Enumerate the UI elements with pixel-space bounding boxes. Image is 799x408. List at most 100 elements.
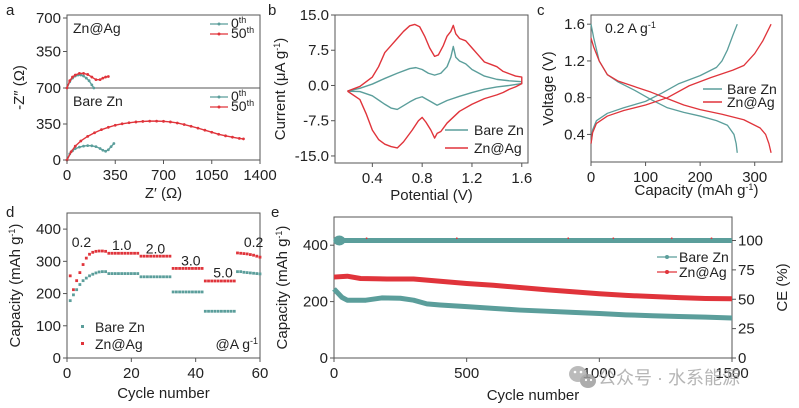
panel-d-rate: 0 100 200 300 400 0 20 40 60 0.2 1.0 2.0 3.0 5.0 0.2 Ba…: [7, 212, 268, 402]
data-point-bare-zn: [226, 309, 230, 313]
data-point-bare-zn: [165, 275, 169, 279]
data-point-bare-zn: [94, 271, 98, 275]
data-point-zn-ag: [158, 254, 162, 258]
data-point-bare-zn: [88, 274, 91, 278]
data-point-zn-ag: [120, 251, 124, 255]
plot-frame-b: [334, 14, 529, 164]
data-point-bare-zn: [104, 270, 107, 274]
x-tick-label: 200: [688, 169, 713, 186]
y-tick-label: 0: [53, 152, 61, 169]
cv-curve-Bare Zn: [347, 45, 523, 111]
x-tick-label: 0: [63, 167, 71, 184]
data-point-bare-zn: [207, 309, 210, 313]
data-point-bare-zn: [197, 290, 201, 294]
data-point-bare-zn: [149, 275, 153, 279]
y-right-tick-label: 100: [738, 233, 763, 250]
data-point-bare-zn: [236, 270, 239, 274]
data-point-zn-ag: [139, 254, 143, 258]
current-density-annotation: 0.2 A g-1: [605, 20, 656, 36]
series-line-50th: [66, 120, 244, 161]
data-point-zn-ag: [142, 254, 146, 258]
data-point: [203, 128, 207, 132]
data-point: [104, 75, 107, 79]
data-point-bare-zn: [129, 272, 133, 275]
data-point-zn-ag: [203, 279, 207, 283]
data-point-bare-zn: [133, 272, 136, 275]
ce-point-zn-ag: [710, 237, 713, 239]
data-point: [82, 144, 85, 148]
data-point-zn-ag: [210, 279, 214, 283]
data-point-zn-ag: [88, 252, 91, 256]
data-point: [134, 120, 138, 124]
data-point: [109, 145, 113, 149]
data-point: [148, 119, 152, 123]
data-point: [78, 72, 81, 75]
data-point: [98, 78, 102, 82]
x-axis-label: Capacity (mAh g-1): [635, 182, 759, 199]
panel-c-gcd: 1.6 1.2 0.8 0.4 0 100 200 300 0.2 A g-1 Bare ZnZn…: [540, 14, 783, 199]
data-point-bare-zn: [210, 309, 214, 313]
data-point-zn-ag: [213, 279, 217, 283]
data-point: [86, 73, 90, 76]
x-tick-label: 0: [330, 365, 338, 382]
data-point: [127, 121, 131, 125]
x-tick-label: 1500: [715, 365, 748, 382]
legend-marker: [81, 342, 84, 345]
legend-marker: [217, 32, 221, 36]
data-point-bare-zn: [242, 270, 246, 274]
data-point-bare-zn: [152, 275, 156, 279]
data-point: [182, 123, 186, 126]
data-point-zn-ag: [229, 279, 233, 283]
data-point-bare-zn: [184, 290, 188, 294]
y-tick-label: 700: [36, 10, 61, 27]
y-tick-label: 1.2: [564, 53, 585, 70]
data-point-bare-zn: [78, 283, 82, 286]
data-point-bare-zn: [248, 271, 252, 275]
data-point: [90, 144, 94, 148]
data-point-zn-ag: [220, 279, 223, 283]
x-tick-label: 1400: [243, 167, 276, 184]
data-point-zn-ag: [149, 254, 153, 258]
x-tick-label: 0: [63, 365, 71, 382]
data-point: [82, 74, 85, 78]
data-point-bare-zn: [72, 293, 75, 297]
legend-marker: [217, 105, 221, 109]
data-point-zn-ag: [197, 267, 201, 270]
x-tick-label: 700: [151, 167, 176, 184]
y-tick-label: 350: [36, 116, 61, 133]
data-point-zn-ag: [78, 271, 82, 275]
data-point-zn-ag: [178, 267, 181, 270]
data-point-zn-ag: [126, 251, 130, 255]
legend-marker: [665, 255, 669, 259]
y-axis-label: Current (μA g-1): [272, 38, 289, 141]
voltage-curve: [590, 37, 772, 153]
data-point: [73, 73, 77, 77]
data-point-zn-ag: [191, 267, 194, 270]
x-tick-label: 1050: [195, 167, 228, 184]
data-point-bare-zn: [158, 275, 162, 279]
data-point: [242, 137, 245, 141]
data-point: [93, 131, 96, 135]
ce-point-zn-ag: [567, 237, 569, 239]
data-point: [79, 139, 83, 143]
data-point-zn-ag: [75, 279, 79, 283]
data-point: [69, 150, 73, 154]
data-point-zn-ag: [181, 267, 185, 270]
voltage-curve: [590, 23, 738, 144]
y-tick-label: 300: [36, 253, 61, 270]
y-tick-label: 200: [36, 286, 61, 303]
data-point-zn-ag: [223, 279, 227, 283]
x-tick-label: 350: [103, 167, 128, 184]
data-point-bare-zn: [187, 290, 191, 294]
y-tick-label: 15.0: [300, 7, 329, 24]
data-point-bare-zn: [75, 288, 79, 292]
data-point-bare-zn: [174, 290, 178, 294]
y-tick-label: 400: [36, 221, 61, 238]
data-point-zn-ag: [117, 251, 120, 255]
data-point-zn-ag: [226, 279, 230, 283]
data-point-bare-zn: [168, 275, 172, 279]
data-point: [101, 76, 105, 80]
data-point-bare-zn: [232, 309, 236, 313]
data-point: [73, 144, 77, 148]
data-point-bare-zn: [107, 272, 111, 275]
